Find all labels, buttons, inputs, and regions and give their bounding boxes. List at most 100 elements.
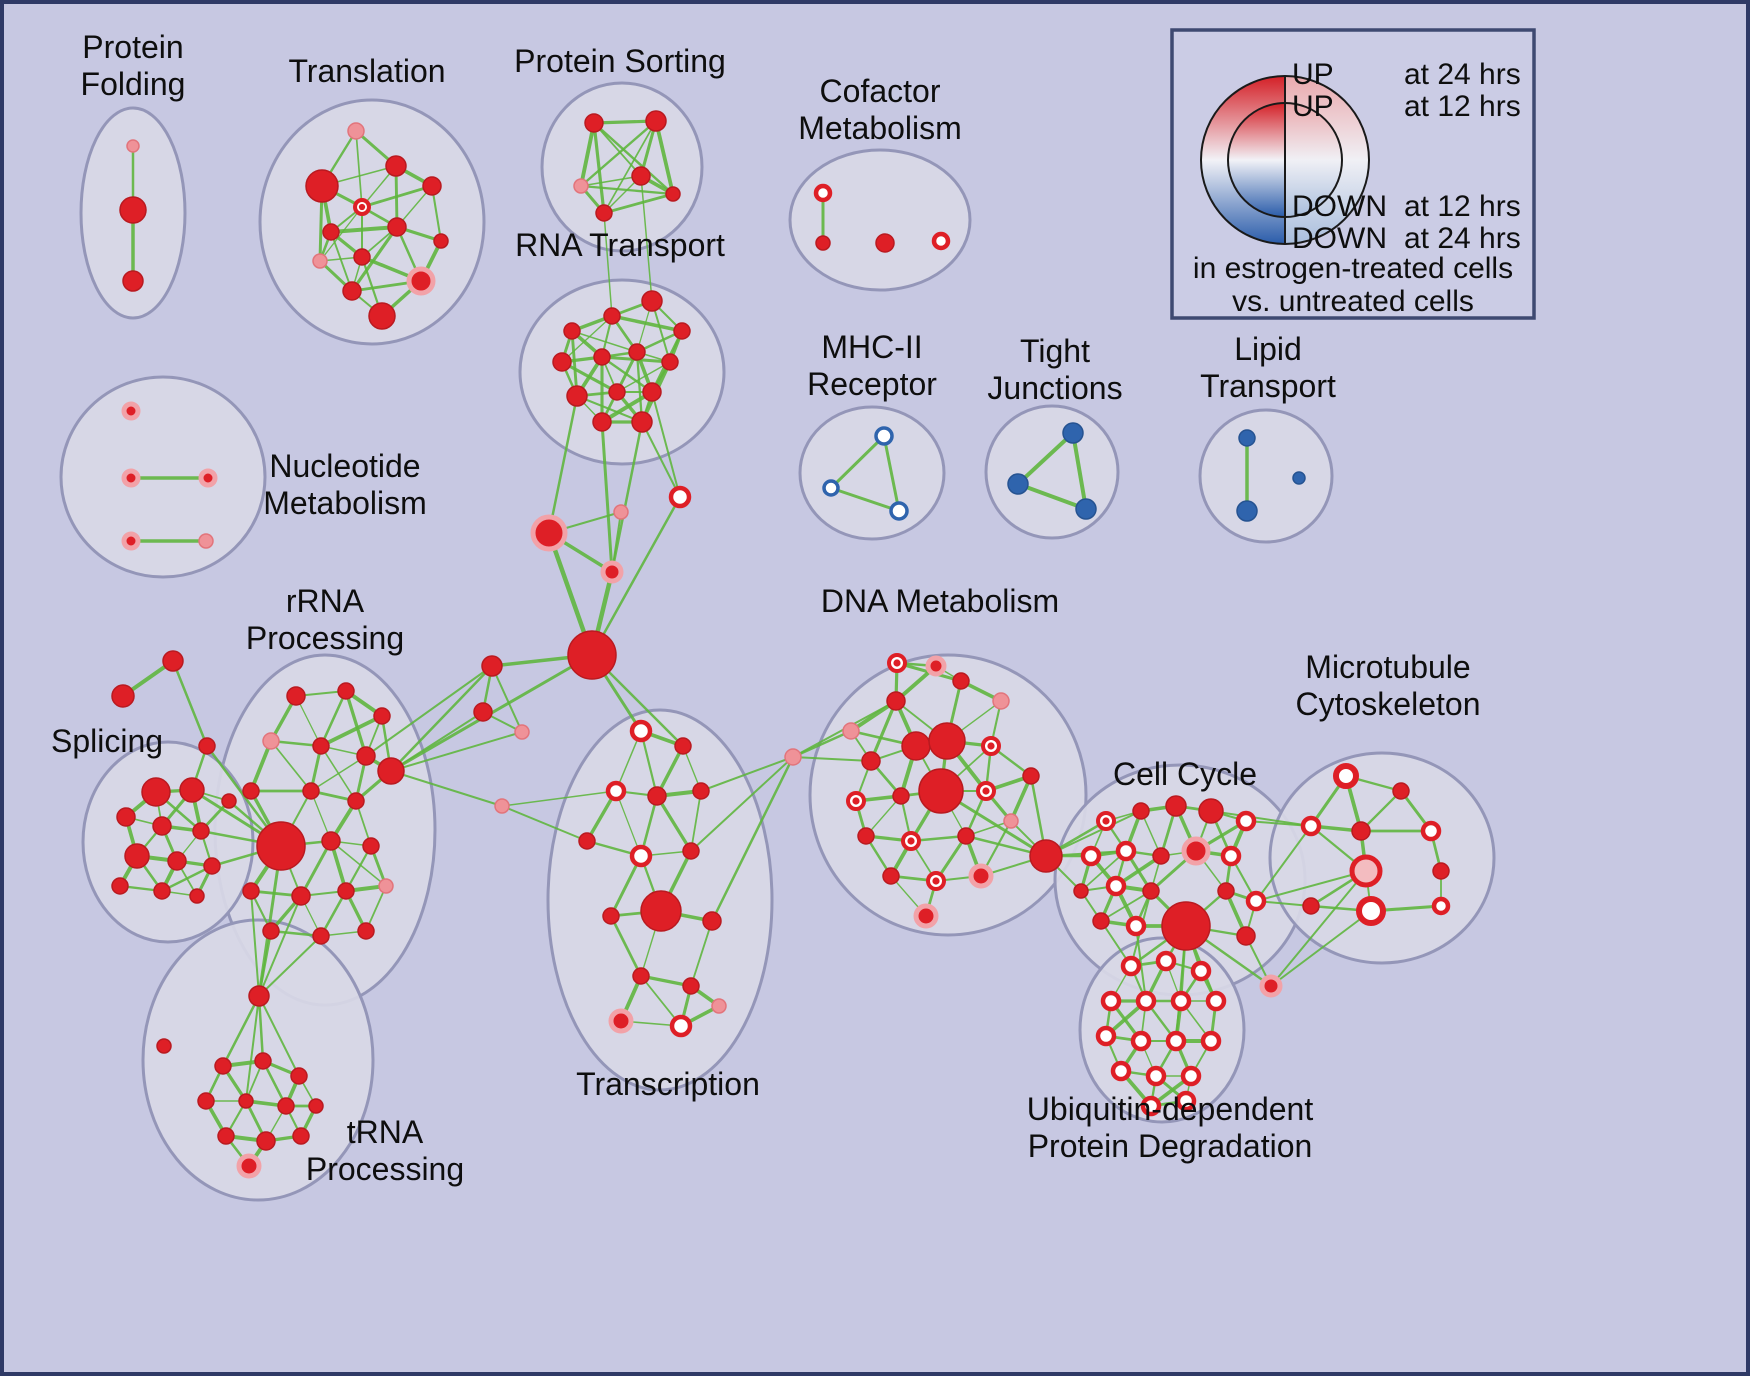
network-node xyxy=(256,821,306,871)
network-node xyxy=(197,1092,215,1110)
network-node xyxy=(1205,990,1227,1012)
network-edge xyxy=(257,929,273,998)
network-node xyxy=(292,1127,310,1145)
network-node xyxy=(629,844,653,868)
cluster-label-microtubule-cytoskeleton: Microtubule xyxy=(1305,649,1470,685)
network-edge xyxy=(547,394,579,535)
network-node xyxy=(1420,820,1442,842)
network-edge xyxy=(865,795,902,837)
cluster-ellipse-tight-junctions xyxy=(984,404,1120,540)
network-edge xyxy=(1071,431,1088,511)
network-node xyxy=(1236,500,1258,522)
network-node xyxy=(886,691,906,711)
network-edge xyxy=(690,790,702,852)
network-edge xyxy=(590,495,682,657)
network-node xyxy=(573,178,589,194)
network-edge xyxy=(615,790,642,857)
network-edge xyxy=(501,805,588,842)
network-node xyxy=(578,832,596,850)
network-node xyxy=(433,233,449,249)
cluster-label-cofactor-metabolism: Cofactor xyxy=(820,73,941,109)
network-node xyxy=(337,882,355,900)
cluster-label-trna-processing: tRNA xyxy=(347,1114,424,1150)
network-edge xyxy=(350,225,399,293)
network-edge xyxy=(610,420,644,574)
network-node xyxy=(1130,1030,1152,1052)
network-node xyxy=(214,1057,232,1075)
network-edge xyxy=(882,434,901,513)
cluster-label-translation: Translation xyxy=(288,53,445,89)
network-edge xyxy=(651,391,681,498)
network-node xyxy=(305,169,339,203)
network-node xyxy=(1092,912,1110,930)
network-edge xyxy=(390,731,523,772)
network-node xyxy=(111,877,129,895)
network-node xyxy=(1155,950,1177,972)
network-edge xyxy=(570,329,579,398)
network-node xyxy=(1132,802,1150,820)
cluster-label-tight-junctions: Junctions xyxy=(987,370,1122,406)
network-node xyxy=(1029,839,1063,873)
network-node xyxy=(1300,815,1322,837)
network-node xyxy=(312,737,330,755)
network-node xyxy=(1105,875,1127,897)
cluster-label-mhc-ii-receptor: Receptor xyxy=(807,366,937,402)
network-edge xyxy=(319,206,363,262)
network-node xyxy=(552,352,572,372)
network-node xyxy=(290,1067,308,1085)
network-edge xyxy=(592,121,606,215)
network-edge xyxy=(609,914,643,978)
network-node xyxy=(642,382,662,402)
network-edge xyxy=(792,756,872,762)
network-edge xyxy=(602,192,675,215)
network-node xyxy=(992,692,1010,710)
network-edge xyxy=(319,689,348,748)
network-node xyxy=(337,682,355,700)
network-node xyxy=(473,702,493,722)
network-node xyxy=(1062,422,1084,444)
network-node xyxy=(668,485,692,509)
network-node xyxy=(111,684,135,708)
cluster-label-protein-sorting: Protein Sorting xyxy=(514,43,726,79)
network-node xyxy=(882,867,900,885)
cluster-ellipse-microtubule-cytoskeleton xyxy=(1268,751,1496,965)
network-node xyxy=(1165,795,1187,817)
network-node xyxy=(494,798,510,814)
network-node xyxy=(262,922,280,940)
cluster-label-nucleotide-metabolism: Nucleotide xyxy=(269,448,420,484)
cluster-ellipse-cofactor-metabolism xyxy=(788,148,972,292)
cluster-label-rrna-processing: rRNA xyxy=(286,583,365,619)
network-edge xyxy=(171,659,209,748)
network-node xyxy=(1236,926,1256,946)
network-node xyxy=(277,1097,295,1115)
network-node xyxy=(254,1052,272,1070)
network-node xyxy=(1333,763,1359,789)
network-node xyxy=(1145,1065,1167,1087)
network-edge xyxy=(270,740,312,792)
network-node xyxy=(530,514,568,552)
network-node xyxy=(1392,782,1410,800)
network-edge xyxy=(1016,431,1075,486)
network-node xyxy=(1120,955,1142,977)
network-node xyxy=(711,998,727,1014)
network-node xyxy=(368,302,396,330)
network-node xyxy=(362,837,380,855)
network-edge xyxy=(160,864,214,893)
network-node-core xyxy=(358,203,366,211)
network-node xyxy=(566,385,588,407)
network-node xyxy=(931,231,951,251)
network-node xyxy=(248,985,270,1007)
cluster-label-tight-junctions: Tight xyxy=(1020,333,1090,369)
network-edge xyxy=(319,714,384,748)
network-node xyxy=(592,412,612,432)
cluster-ellipse-mhc-ii-receptor xyxy=(798,405,946,541)
network-edge xyxy=(249,739,273,793)
network-edge xyxy=(1255,870,1367,902)
cluster-ellipse-lipid-transport xyxy=(1198,408,1334,544)
cluster-label-cell-cycle: Cell Cycle xyxy=(1113,756,1257,792)
network-node xyxy=(641,290,663,312)
network-node xyxy=(153,882,171,900)
cluster-label-transcription: Transcription xyxy=(576,1066,760,1102)
network-edge xyxy=(258,895,302,997)
